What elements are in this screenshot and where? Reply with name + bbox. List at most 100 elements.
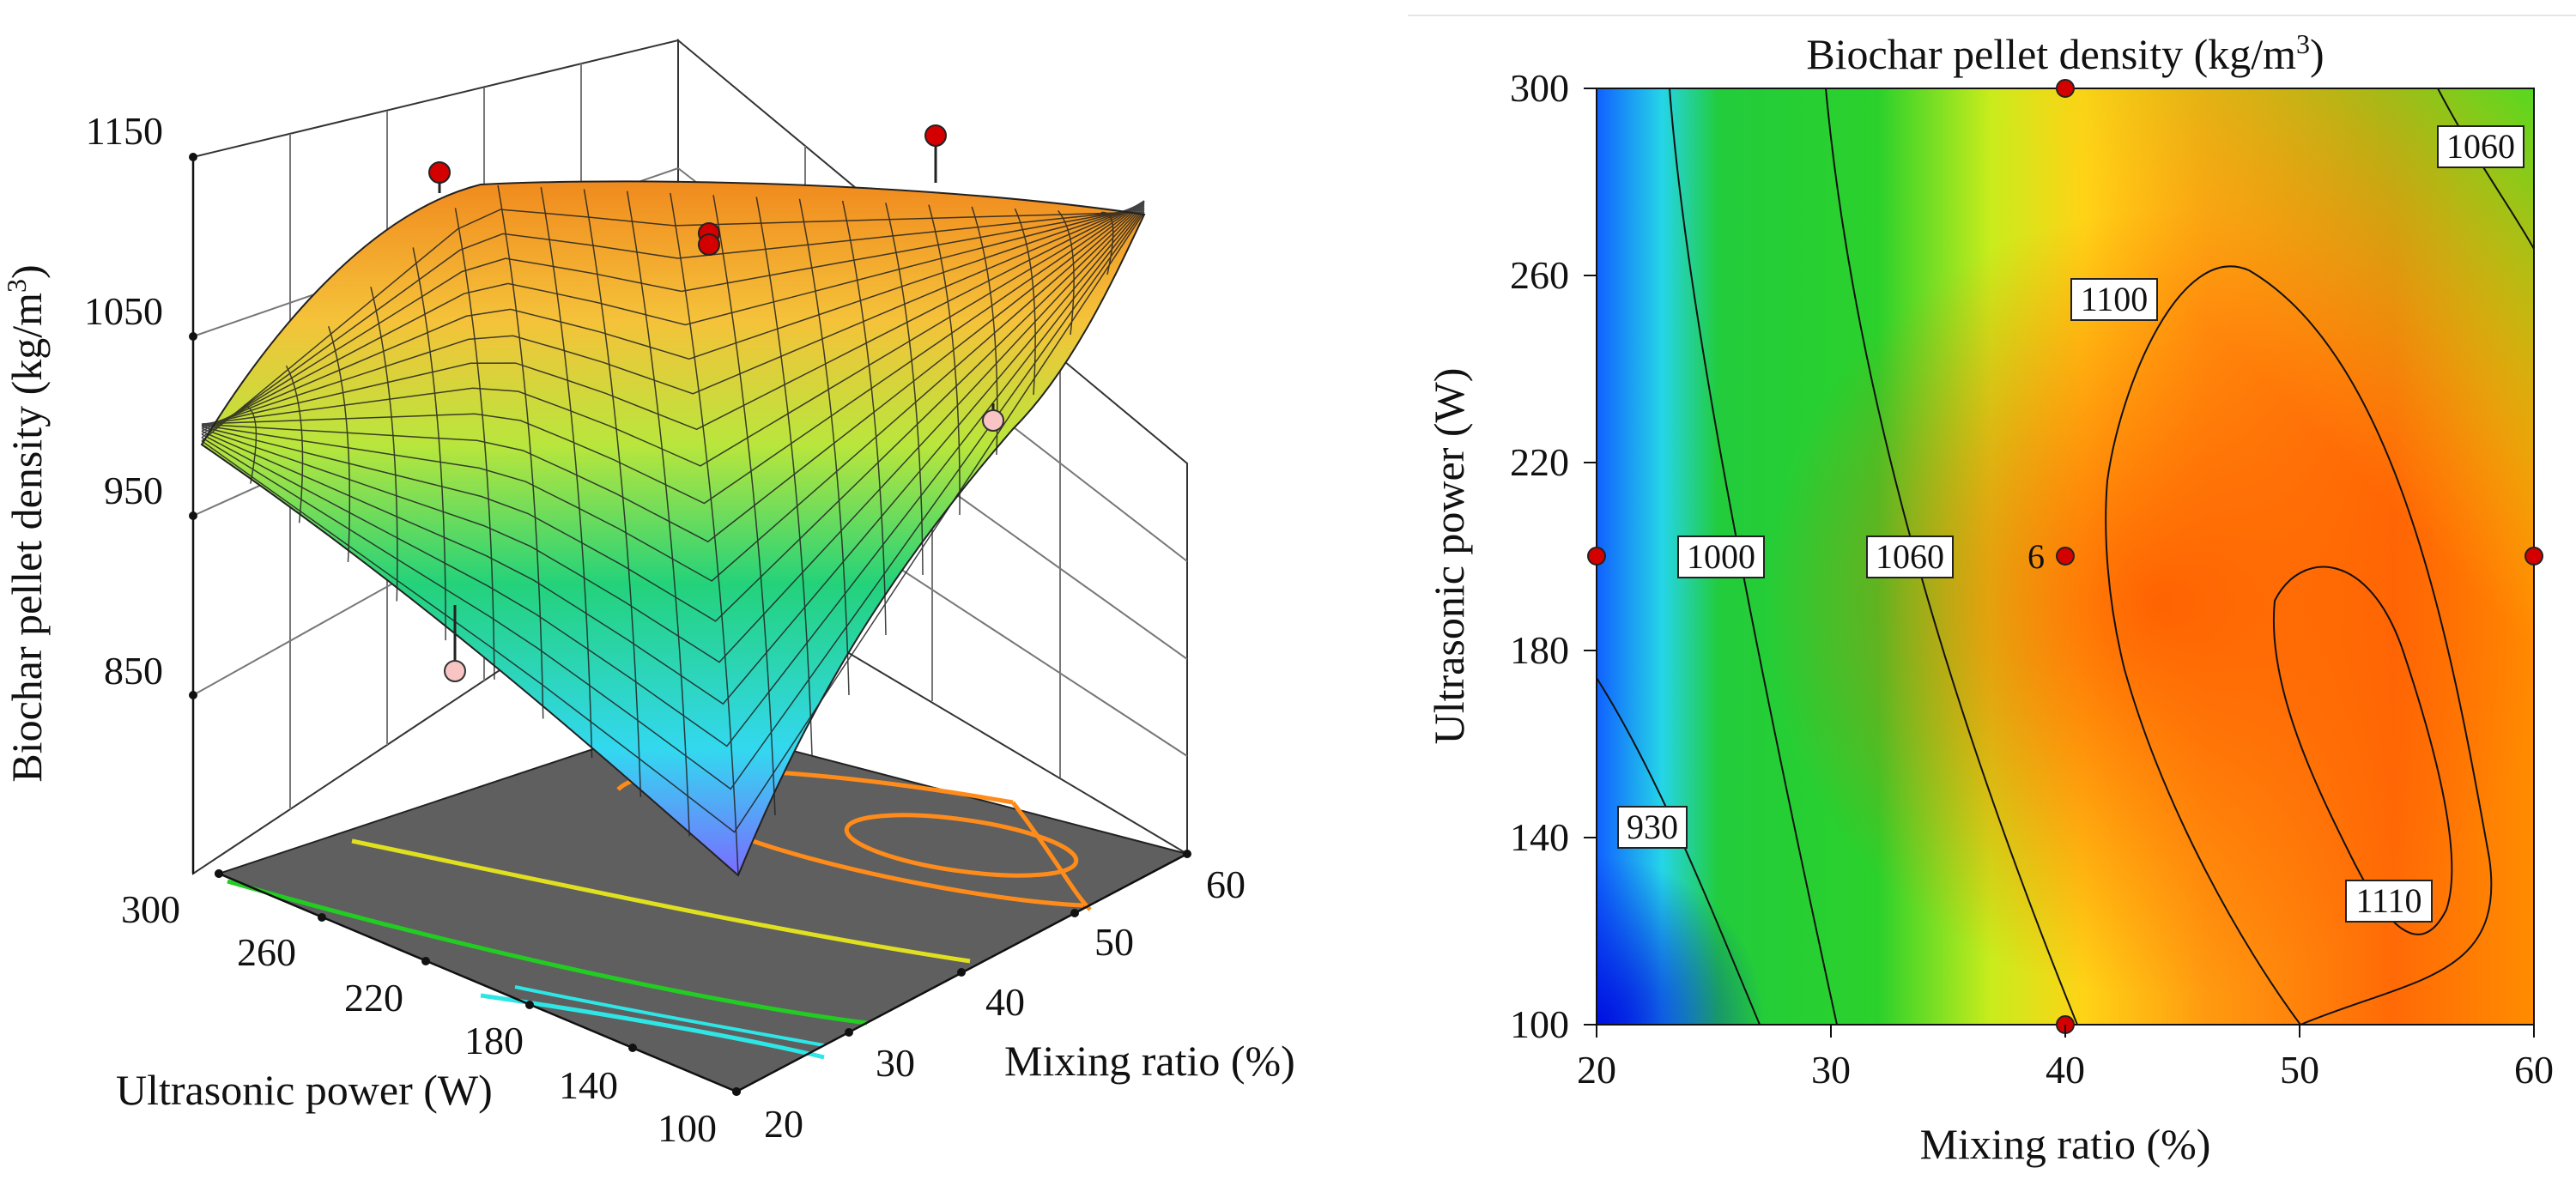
ratio-tick-60: 60 [2514,1048,2554,1092]
contour-plot: 930 1000 1060 1100 1110 1060 6 [1425,28,2554,1168]
contour-y-axis-label: Ultrasonic power (W) [1425,368,1473,745]
center-replicates-label: 6 [2027,537,2045,576]
surface-mesh-line [201,205,1145,705]
contour-label-1060: 1060 [1876,537,1944,576]
floor-contour-green [227,879,868,1026]
power-tick-220: 220 [344,976,403,1020]
surface-mesh [201,185,1145,876]
design-point [2056,547,2075,566]
surface-mesh-line [201,207,1145,435]
surface-mesh-line [328,326,351,562]
surface-mesh-line [201,202,1145,427]
surface-mesh-line [285,365,304,523]
contour-label-1100: 1100 [2081,280,2149,318]
surface-mesh-line [540,187,593,759]
contour-y-ticks [1584,88,1597,1026]
surface-mesh-line [201,201,1145,431]
power-tick-180: 180 [1510,628,1569,672]
design-point-red [428,161,451,184]
power-tick-300: 300 [1510,66,1569,110]
power-tick-300: 300 [121,887,180,931]
power-tick-260: 260 [1510,253,1569,297]
surface-mesh-line [712,195,776,816]
contour-label-930: 930 [1627,808,1678,846]
design-point-red [698,233,720,256]
surface-mesh-line [1014,208,1036,396]
surface-mesh-line [201,209,1145,442]
power-tick-180: 180 [464,1019,524,1062]
floor-contour-cyan-2 [514,985,825,1047]
floor-contours [227,768,1092,1060]
contour-lines [1597,88,2534,1025]
contour-1000 [1669,88,1838,1025]
power-axis-label: Ultrasonic power (W) [116,1066,493,1114]
contour-1110 [2272,566,2453,935]
power-tick-100: 100 [1510,1002,1569,1046]
contour-title: Biochar pellet density (kg/m3) [1806,28,2324,78]
surface-design-points [428,124,1004,682]
power-axis-ticks: 300 260 220 180 140 100 [121,869,741,1150]
design-point [2056,79,2075,98]
contour-y-tick-labels: 300 260 220 180 140 100 [1510,66,1569,1046]
power-tick-260: 260 [237,930,296,974]
floor-contour-orange-inner [844,813,1079,878]
surface-plot-3d: 1150 1050 950 850 300 260 220 180 140 10… [1,38,1295,1150]
z-axis-label: Biochar pellet density (kg/m3) [1,264,51,782]
contour-labels: 930 1000 1060 1100 1110 1060 [1617,125,2524,923]
power-tick-140: 140 [559,1063,618,1107]
surface-mesh-line [454,208,495,680]
surface-mesh-line [928,204,961,516]
surface-mesh-line [201,203,1145,430]
contour-label-1000: 1000 [1687,537,1755,576]
contour-x-ticks [1596,1025,2535,1038]
surface-mesh-line [201,203,1145,663]
contour-x-tick-labels: 20 30 40 50 60 [1577,1048,2554,1092]
surface-mesh-line [201,200,1145,505]
surface-mesh-line [201,201,1145,582]
contour-x-axis-label: Mixing ratio (%) [1920,1120,2211,1168]
ratio-tick-50: 50 [1094,920,1134,964]
ratio-tick-40: 40 [2046,1048,2085,1092]
surface-mesh-line [841,200,887,636]
design-point-red [924,124,947,147]
ratio-tick-30: 30 [876,1041,915,1085]
surface-mesh-line [201,202,1145,622]
ratio-tick-60: 60 [1206,862,1246,906]
power-tick-100: 100 [658,1106,717,1150]
surface-mesh-line [201,200,1145,467]
surface-mesh-line [370,287,398,602]
z-tick-1050: 1050 [84,289,163,333]
response-surface [200,180,1146,877]
ratio-tick-20: 20 [764,1102,803,1146]
design-point-pink [444,660,466,682]
surface-mesh-line [201,209,1145,790]
z-tick-950: 950 [104,469,163,512]
ratio-tick-50: 50 [2280,1048,2319,1092]
surface-mesh-line [755,197,813,756]
surface-mesh-line [670,192,739,876]
surface-mesh-line [885,203,924,576]
design-point-pink [982,409,1004,432]
surface-mesh-line [201,211,1145,833]
surface-mesh-line [201,207,1145,747]
z-tick-1150: 1150 [86,109,163,153]
ratio-tick-30: 30 [1811,1048,1851,1092]
design-point [1587,547,1606,566]
surface-mesh-line [583,189,642,797]
ratio-axis-ticks: 60 50 40 30 20 [732,850,1246,1146]
contour-label-1060-right: 1060 [2446,127,2515,166]
surface-mesh-line [497,185,544,719]
design-point [2524,547,2543,566]
power-tick-220: 220 [1510,440,1569,484]
ratio-axis-label: Mixing ratio (%) [1004,1037,1295,1085]
surface-mesh-line [412,247,446,641]
contour-1100 [2105,265,2493,1025]
z-axis-ticks: 1150 1050 950 850 [84,109,223,878]
surface-mesh-line [201,204,1145,433]
contour-1060-right [2437,88,2534,250]
surface-mesh-line [201,209,1145,439]
contour-label-1110: 1110 [2355,881,2421,920]
floor-contour-yellow [351,838,971,964]
ratio-tick-40: 40 [985,980,1025,1024]
